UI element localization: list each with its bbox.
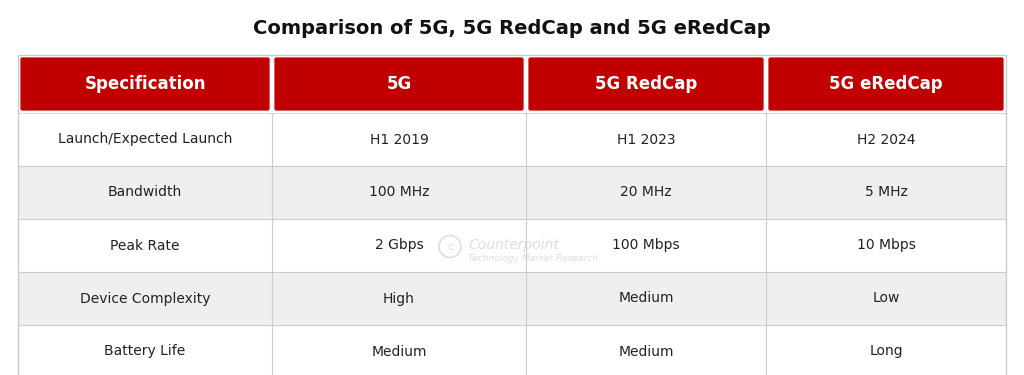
Text: 5G: 5G	[386, 75, 412, 93]
Text: Technology Market Research: Technology Market Research	[468, 254, 598, 263]
Text: 5 MHz: 5 MHz	[864, 186, 907, 200]
Text: Medium: Medium	[372, 345, 427, 358]
Bar	[18, 113, 1006, 166]
Bar	[18, 55, 1006, 375]
Text: H2 2024: H2 2024	[857, 132, 915, 147]
Text: c: c	[446, 242, 453, 252]
Text: Comparison of 5G, 5G RedCap and 5G eRedCap: Comparison of 5G, 5G RedCap and 5G eRedC…	[253, 18, 771, 38]
Text: Specification: Specification	[84, 75, 206, 93]
Text: 10 Mbps: 10 Mbps	[856, 238, 915, 252]
FancyBboxPatch shape	[767, 56, 1005, 112]
Text: H1 2019: H1 2019	[370, 132, 428, 147]
Text: H1 2023: H1 2023	[616, 132, 675, 147]
Text: 100 MHz: 100 MHz	[369, 186, 429, 200]
Text: Bandwidth: Bandwidth	[108, 186, 182, 200]
Text: Medium: Medium	[618, 291, 674, 306]
Bar	[18, 272, 1006, 325]
Text: Peak Rate: Peak Rate	[111, 238, 180, 252]
Text: 100 Mbps: 100 Mbps	[612, 238, 680, 252]
Text: Launch/Expected Launch: Launch/Expected Launch	[57, 132, 232, 147]
Text: 20 MHz: 20 MHz	[621, 186, 672, 200]
Text: Medium: Medium	[618, 345, 674, 358]
FancyBboxPatch shape	[19, 56, 271, 112]
Text: Counterpoint: Counterpoint	[468, 237, 559, 252]
Text: High: High	[383, 291, 415, 306]
Text: 5G eRedCap: 5G eRedCap	[829, 75, 943, 93]
Text: 2 Gbps: 2 Gbps	[375, 238, 423, 252]
Bar	[18, 325, 1006, 375]
FancyBboxPatch shape	[273, 56, 525, 112]
Text: Low: Low	[872, 291, 900, 306]
Bar	[18, 219, 1006, 272]
FancyBboxPatch shape	[527, 56, 765, 112]
Text: 5G RedCap: 5G RedCap	[595, 75, 697, 93]
Text: Long: Long	[869, 345, 903, 358]
Text: Device Complexity: Device Complexity	[80, 291, 210, 306]
Bar	[18, 166, 1006, 219]
Text: Battery Life: Battery Life	[104, 345, 185, 358]
